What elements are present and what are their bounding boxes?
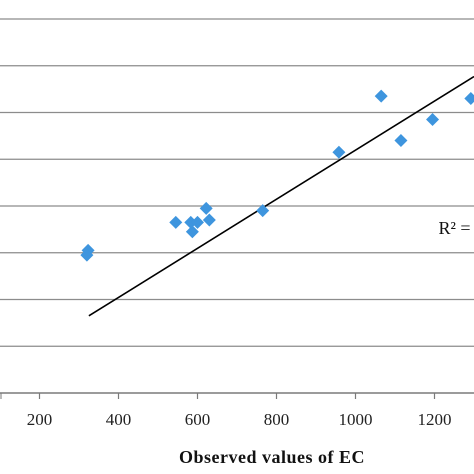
data-point-6: [199, 201, 213, 215]
data-point-11: [394, 134, 408, 148]
data-point-7: [202, 213, 216, 227]
data-point-3: [184, 215, 198, 229]
trendline: [88, 75, 474, 317]
x-tick-label-0: 200: [27, 410, 53, 429]
data-point-5: [185, 225, 199, 239]
data-point-12: [426, 113, 440, 127]
grid-lines: [0, 18, 474, 347]
data-point-9: [332, 145, 346, 159]
data-point-10: [374, 89, 388, 103]
data-point-13: [464, 91, 474, 105]
x-axis-title: Observed values of EC: [179, 447, 365, 467]
data-point-2: [169, 215, 183, 229]
data-points: [80, 89, 474, 262]
x-tick-label-3: 800: [264, 410, 290, 429]
data-point-8: [256, 204, 270, 218]
r-squared-annotation: R² =: [438, 218, 470, 238]
data-point-1: [80, 248, 94, 262]
data-point-4: [191, 215, 204, 229]
x-tick-label-1: 400: [106, 410, 132, 429]
x-tick-label-4: 1000: [339, 410, 373, 429]
x-tick-labels: 200 400 600 800 1000 1200: [0, 393, 452, 429]
x-tick-label-2: 600: [185, 410, 211, 429]
x-tick-label-5: 1200: [418, 410, 452, 429]
